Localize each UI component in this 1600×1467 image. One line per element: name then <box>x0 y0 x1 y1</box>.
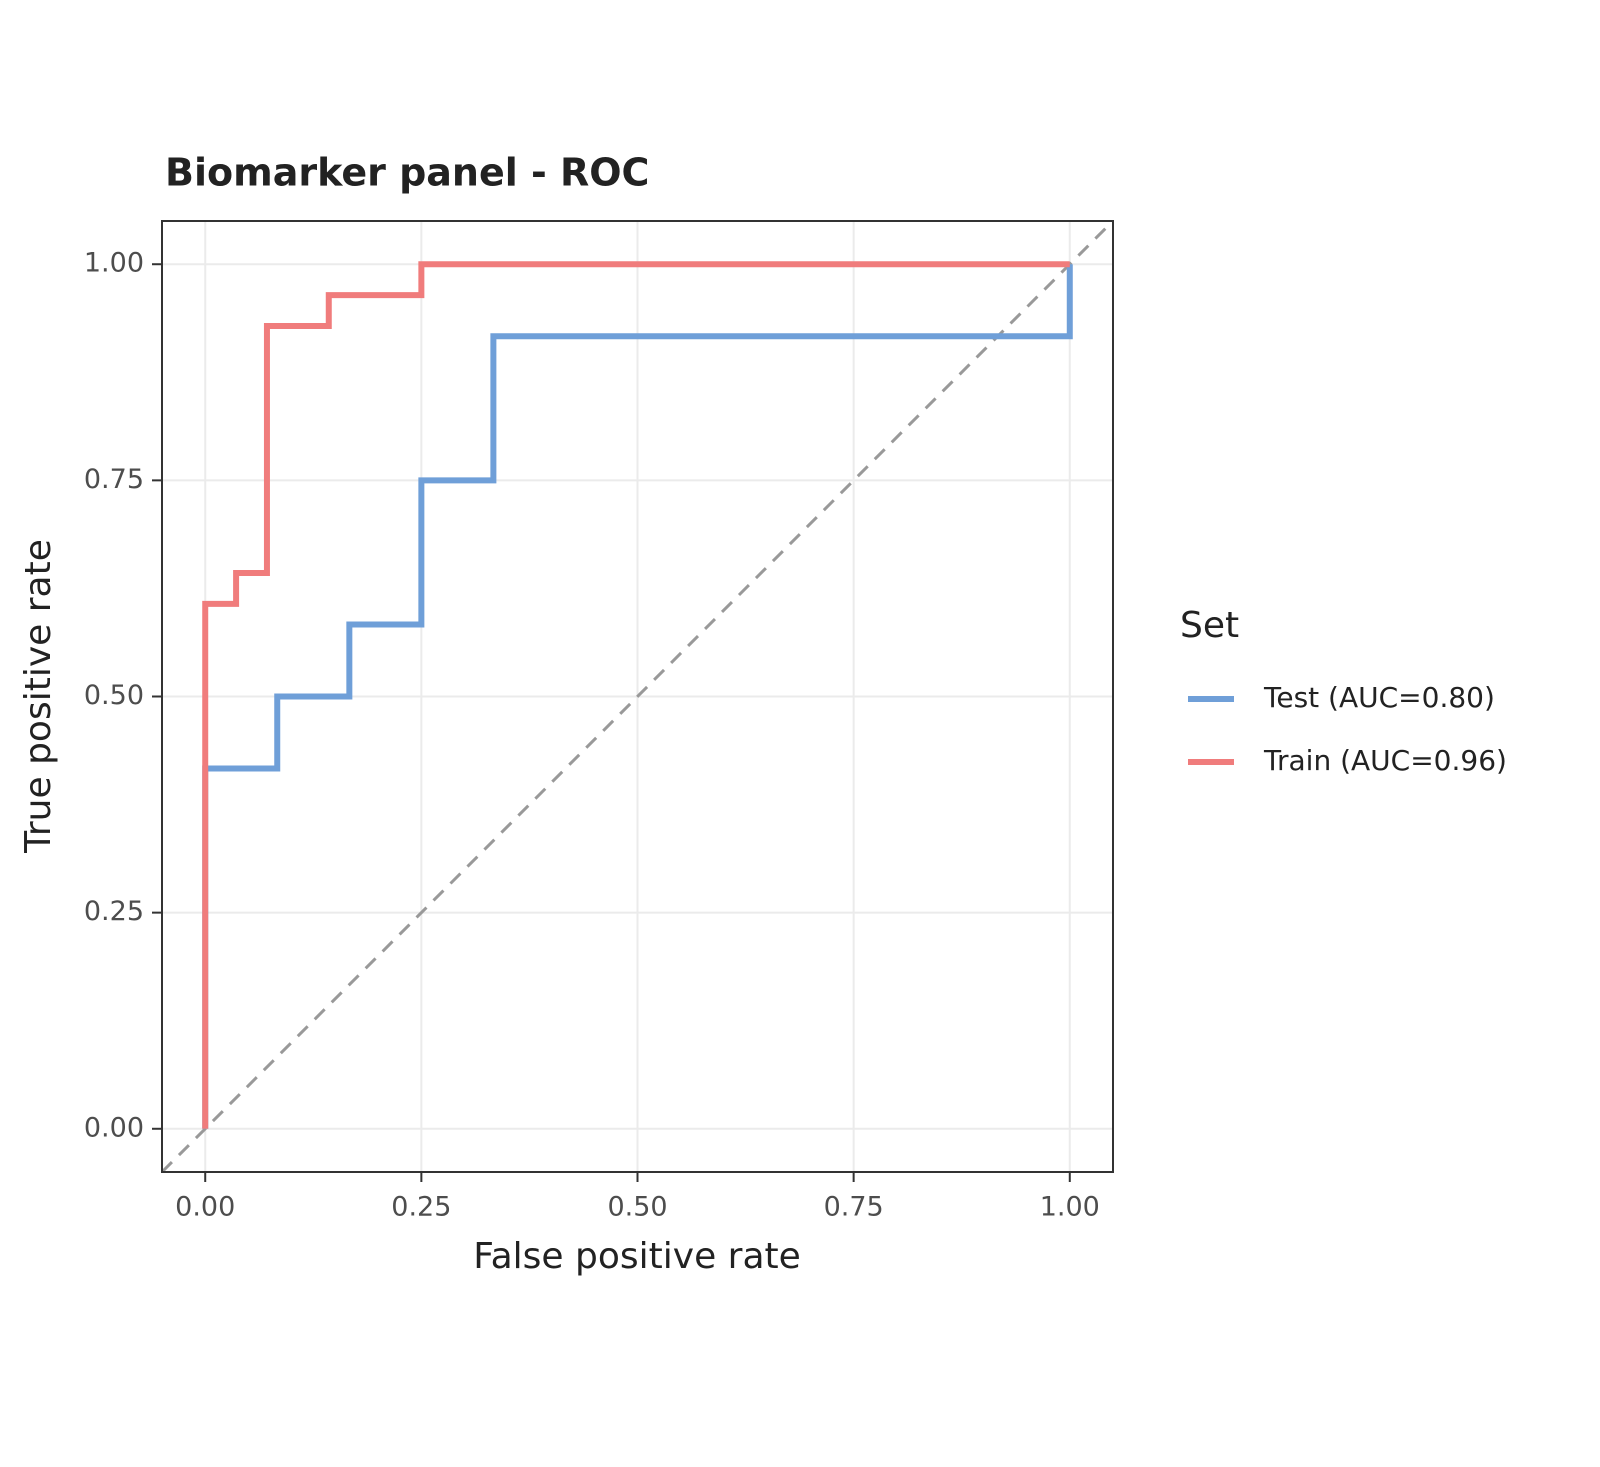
x-tick-label: 1.00 <box>1040 1192 1100 1223</box>
chart-title: Biomarker panel - ROC <box>165 151 649 195</box>
y-tick-label: 0.25 <box>84 896 144 927</box>
y-tick-label: 0.00 <box>84 1112 144 1143</box>
y-tick-label: 0.50 <box>84 680 144 711</box>
y-tick-label: 0.75 <box>84 464 144 495</box>
x-tick-label: 0.50 <box>607 1192 667 1223</box>
legend-label: Train (AUC=0.96) <box>1263 744 1507 777</box>
x-axis-title: False positive rate <box>473 1236 801 1277</box>
x-tick-label: 0.25 <box>391 1192 451 1223</box>
x-tick-label: 0.75 <box>824 1192 884 1223</box>
reference-diagonal <box>160 219 1115 1174</box>
y-axis-title: True positive rate <box>18 539 59 854</box>
roc-line <box>202 261 1070 1129</box>
y-tick-label: 1.00 <box>84 248 144 279</box>
legend-title: Set <box>1180 605 1239 646</box>
x-tick-label: 0.00 <box>175 1192 235 1223</box>
panel-border <box>161 220 1114 1173</box>
roc-line <box>202 264 1073 1129</box>
legend-label: Test (AUC=0.80) <box>1263 681 1495 714</box>
